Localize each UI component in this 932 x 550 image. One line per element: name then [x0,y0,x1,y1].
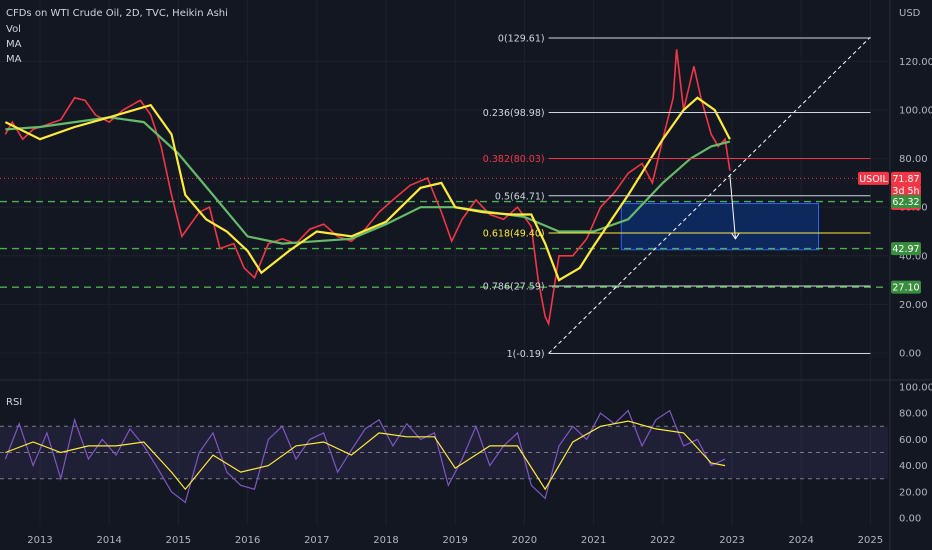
rsi-title[interactable]: RSI [6,397,22,408]
target-zone[interactable] [620,203,820,251]
x-tick-label: 2013 [27,535,52,546]
price-tag-bg [858,171,889,185]
price-tag-text: 42.97 [892,244,919,255]
fib-label: 0.5(64.71) [495,191,545,202]
rsi-y-tick-label: 0.00 [899,514,921,525]
rsi-y-tick-label: 20.00 [899,487,928,498]
price-tag-text: USOIL [859,174,888,185]
series [4,49,740,504]
projection-arrow[interactable] [729,175,736,239]
fib-label: 1(-0.19) [507,349,545,360]
price-tag-price: 71.87 [891,171,921,185]
fib-label: 0.382(80.03) [483,154,545,165]
x-tick-label: 2018 [373,535,398,546]
y-tick-label: 40.00 [899,251,928,262]
price-tag-text: 71.87 [892,174,919,185]
x-tick-label: 2015 [166,535,191,546]
x-tick-label: 2016 [235,535,260,546]
indicator-vol[interactable]: Vol [6,24,21,35]
price-tag-support: 62.32 [891,195,921,209]
y-tick-label: 0.00 [899,349,921,360]
x-tick-label: 2019 [442,535,467,546]
price-tag-bg [891,183,921,197]
fib-label: 0.786(27.59) [483,281,545,292]
indicator-ma-2[interactable]: MA [6,54,22,65]
y-tick-label: 120.00 [899,57,932,68]
rsi-y-tick-label: 80.00 [899,409,928,420]
price-tag-bg [891,280,921,294]
fib-label: 0.618(49.40) [483,228,545,239]
arrow-head-icon [731,232,740,240]
ma-fast-series [4,96,731,282]
fib-levels: 0(129.61) 0.236(98.98) 0.382(80.03) 0.5(64.… [483,34,871,360]
price-tag-bg [891,171,921,185]
price-tag-text: 3d 5h [892,186,919,197]
rsi-y-tick-label: 60.00 [899,435,928,446]
price-tag-text: 62.32 [892,197,919,208]
x-tick-label: 2014 [96,535,121,546]
rsi-y-tick-label: 40.00 [899,461,928,472]
fib-label: 0(129.61) [498,34,545,45]
symbol-title[interactable]: CFDs on WTI Crude Oil, 2D, TVC, Heikin A… [6,8,228,19]
currency-label: USD [899,8,921,19]
x-tick-label: 2025 [858,535,883,546]
rsi-ma-series [5,420,726,491]
fib-label: 0.236(98.98) [483,108,545,119]
ma-slow-series [5,116,731,245]
x-tick-label: 2024 [788,535,813,546]
price-tag-support: 42.97 [891,242,921,256]
x-tick-label: 2017 [304,535,329,546]
price-tag-bg [891,195,921,209]
y-tick-label: 80.00 [899,154,928,165]
price-tag-support: 27.10 [891,280,921,294]
x-tick-label: 2022 [650,535,675,546]
price-tag-countdown: 3d 5h [891,183,921,197]
price-series [4,49,731,327]
axes: 2013 2014 2015 2016 2017 2018 2019 2020 2021 2022… [27,57,932,546]
y-tick-label: 20.00 [899,300,928,311]
x-tick-label: 2023 [719,535,744,546]
rsi-series [4,409,726,504]
indicator-ma-1[interactable]: MA [6,39,22,50]
price-tag-symbol: USOIL [858,171,889,185]
price-tag-text: 27.10 [892,283,919,294]
y-tick-label: 100.00 [899,106,932,117]
price-tag-bg [891,242,921,256]
x-tick-label: 2020 [512,535,537,546]
grid [0,0,888,525]
rsi-y-tick-label: 100.00 [899,383,932,394]
x-tick-label: 2021 [581,535,606,546]
